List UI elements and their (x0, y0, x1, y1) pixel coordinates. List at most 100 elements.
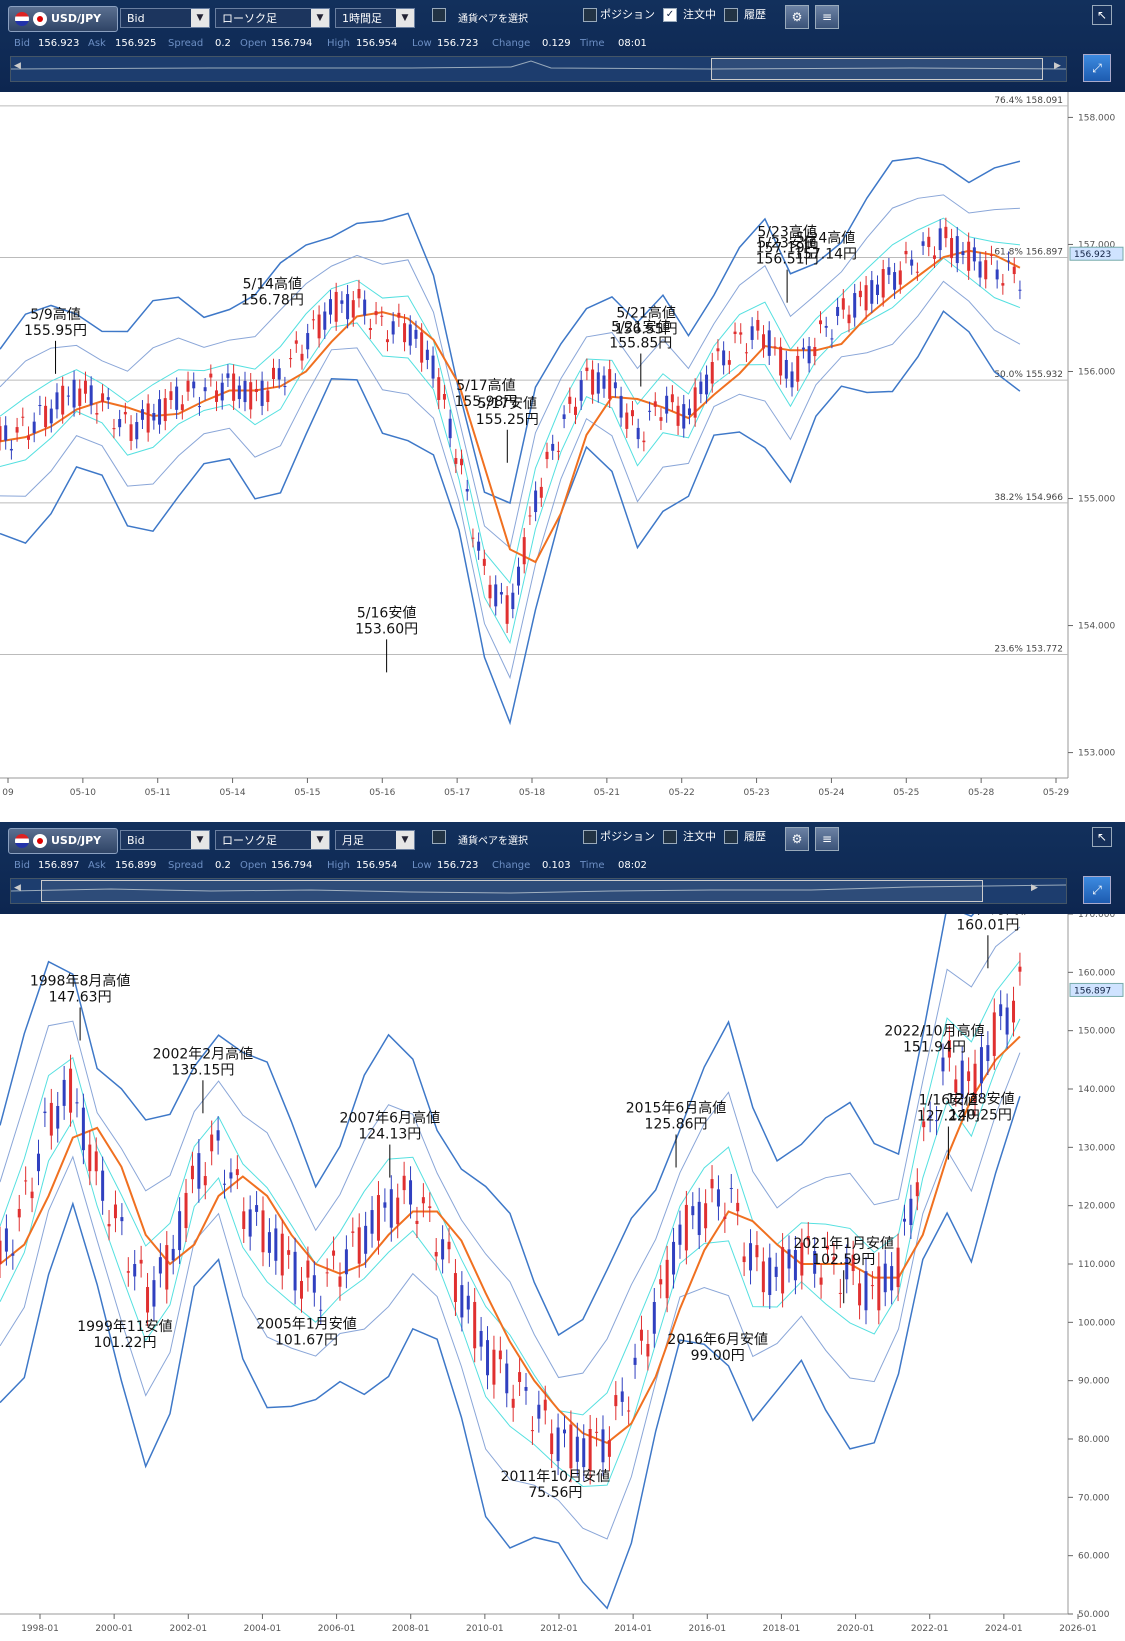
candle-body (678, 1224, 682, 1245)
price-type-select[interactable]: Bid ▼ (120, 830, 210, 850)
candle-body (235, 1169, 239, 1176)
navigator-thumb[interactable] (711, 58, 1043, 80)
collapse-arrow-icon[interactable]: ↖ (1092, 827, 1112, 847)
y-tick-label: 110.000 (1078, 1260, 1115, 1270)
x-tick-label: 2024-01 (985, 1624, 1023, 1634)
candle-body (659, 1279, 663, 1285)
y-tick-label: 120.000 (1078, 1202, 1115, 1212)
navigator-right-arrow-icon[interactable]: ▶ (1054, 61, 1061, 71)
timeframe-select[interactable]: 月足 ▼ (335, 830, 415, 850)
y-tick-label: 150.000 (1078, 1027, 1115, 1037)
annotation-value: 124.13円 (358, 1127, 421, 1143)
plot-area (0, 92, 1068, 778)
hourly-chart[interactable]: 153.000 154.000 155.000 156.000 157.000 158.0… (0, 92, 1125, 804)
chart-type-select[interactable]: ローソク足 ▼ (215, 8, 330, 28)
pair-select-checkbox[interactable] (432, 8, 446, 22)
currency-pair-button[interactable]: USD/JPY (8, 6, 118, 32)
candle-body (152, 1280, 156, 1307)
candle-body (32, 421, 36, 434)
history-label: 履歴 (744, 8, 766, 21)
candle-body (325, 1272, 329, 1274)
chart-type-select[interactable]: ローソク足 ▼ (215, 830, 330, 850)
time-value: 08:01 (618, 38, 647, 49)
candle-body (62, 1079, 66, 1106)
monthly-chart[interactable]: 50.000 60.000 70.000 80.000 90.000 100.000 110… (0, 914, 1125, 1641)
menu-list-icon[interactable]: ≡ (815, 5, 839, 29)
candle-body (370, 1210, 374, 1234)
annotation-label: 5/24高値 (796, 230, 855, 247)
chevron-down-icon: ▼ (191, 831, 209, 849)
annotation-label: 5/21安値 (611, 320, 670, 336)
candle-body (220, 382, 224, 401)
pair-select-checkbox[interactable] (432, 830, 446, 844)
candle-body (190, 1165, 194, 1180)
collapse-arrow-icon[interactable]: ↖ (1092, 5, 1112, 25)
candle-body (620, 1391, 624, 1402)
candle-body (537, 1404, 541, 1419)
candle-body (498, 1350, 502, 1360)
history-checkbox[interactable] (724, 8, 738, 22)
candle-body (460, 458, 464, 466)
candle-body (158, 1257, 162, 1274)
annotation-value: 156.51円 (756, 252, 819, 268)
candle-body (652, 1302, 656, 1334)
zoom-fit-icon[interactable]: ⤢ (1083, 876, 1111, 904)
navigator-thumb[interactable] (41, 880, 983, 902)
plot-area (0, 914, 1068, 1614)
price-type-select[interactable]: Bid ▼ (120, 8, 210, 28)
candle-body (910, 259, 914, 266)
order-checkbox[interactable]: ✓ (663, 8, 677, 22)
candle-body (280, 1233, 284, 1276)
chevron-down-icon: ▼ (191, 9, 209, 27)
chevron-down-icon: ▼ (311, 831, 329, 849)
annotation-label: 2005年1月安値 (256, 1317, 357, 1333)
bollinger-band (0, 310, 1021, 726)
annotation-label: 1/16安値 (919, 1093, 978, 1109)
candle-body (287, 1250, 291, 1255)
candle-body (215, 390, 219, 402)
navigator-left-arrow-icon[interactable]: ◀ (14, 61, 21, 71)
candle-body (727, 360, 731, 365)
currency-pair-button[interactable]: USD/JPY (8, 828, 118, 854)
chart-settings-icon[interactable]: ⚙ (785, 5, 809, 29)
x-tick-label: 2000-01 (95, 1624, 133, 1634)
annotation-label: 2007年6月高値 (340, 1110, 441, 1127)
navigator-right-arrow-icon[interactable]: ▶ (1031, 883, 1038, 893)
candle-body (146, 1287, 150, 1313)
candle-body (293, 1251, 297, 1291)
timeframe-select[interactable]: 1時間足 ▼ (335, 8, 415, 28)
x-tick-label: 05-28 (968, 788, 994, 798)
candle-body (585, 367, 589, 372)
candle-body (471, 537, 475, 539)
candle-body (1018, 966, 1022, 972)
candle-body (146, 403, 150, 433)
zoom-fit-icon[interactable]: ⤢ (1083, 54, 1111, 82)
chart-navigator[interactable]: ◀ ▶ (10, 878, 1067, 904)
chart-settings-icon[interactable]: ⚙ (785, 827, 809, 851)
chart-navigator[interactable]: ◀ ▶ (10, 56, 1067, 82)
candle-body (779, 346, 783, 376)
menu-list-icon[interactable]: ≡ (815, 827, 839, 851)
candle-body (613, 382, 617, 389)
bollinger-band (0, 914, 975, 1337)
history-checkbox[interactable] (724, 830, 738, 844)
position-checkbox[interactable] (583, 8, 597, 22)
candle-body (881, 269, 885, 298)
candle-body (710, 1179, 714, 1189)
candle-body (488, 584, 492, 599)
moving-average-line (0, 1035, 1021, 1445)
candle-body (630, 410, 634, 417)
candle-body (877, 1266, 881, 1311)
position-checkbox[interactable] (583, 830, 597, 844)
candle-body (896, 1247, 900, 1288)
x-tick-label: 2012-01 (540, 1624, 578, 1634)
candle-body (864, 285, 868, 311)
order-checkbox[interactable] (663, 830, 677, 844)
navigator-left-arrow-icon[interactable]: ◀ (14, 883, 21, 893)
candle-body (4, 1228, 8, 1252)
candle-body (175, 386, 179, 410)
candle-body (312, 1275, 316, 1293)
candle-body (989, 254, 993, 256)
candle-body (986, 1045, 990, 1062)
y-tick-label: 156.000 (1078, 367, 1115, 377)
